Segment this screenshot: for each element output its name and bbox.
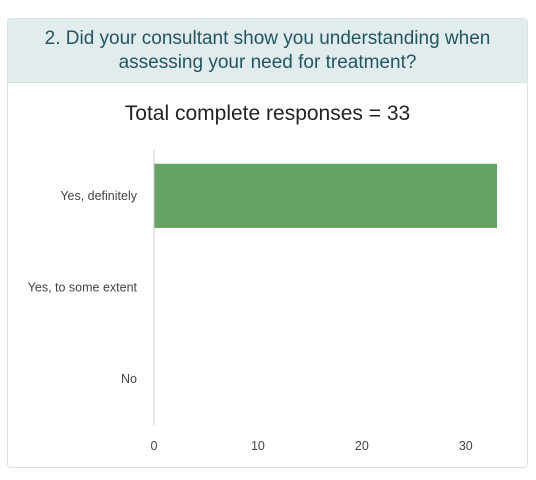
bar-chart: Yes, definitely Yes, to some extent No 0 10 2…: [28, 150, 497, 453]
x-tick-label: 10: [251, 439, 265, 453]
question-card: 2. Did your consultant show you understa…: [7, 18, 528, 468]
category-label: Yes, definitely: [60, 189, 137, 203]
chart-title: Total complete responses = 33: [124, 102, 411, 125]
x-tick-label: 30: [459, 439, 473, 453]
x-tick-label: 20: [355, 439, 369, 453]
category-label: Yes, to some extent: [28, 281, 138, 295]
question-header: 2. Did your consultant show you understa…: [8, 19, 527, 83]
bar-yes-definitely: [154, 163, 497, 228]
category-label: No: [121, 372, 137, 386]
x-tick-label: 0: [151, 439, 158, 453]
question-title: 2. Did your consultant show you understa…: [44, 27, 491, 73]
